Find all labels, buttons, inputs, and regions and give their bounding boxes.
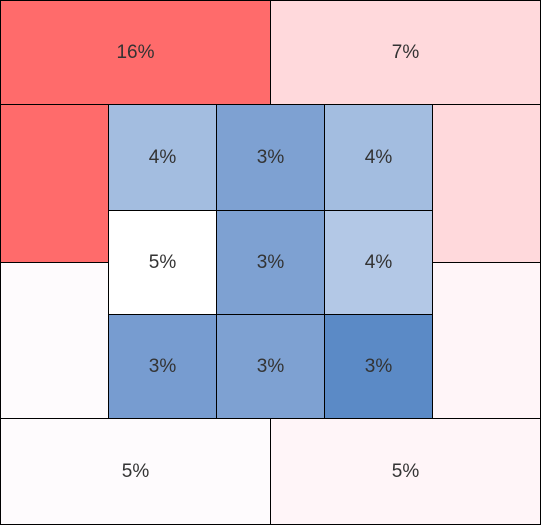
outer-zone-right-upper	[432, 104, 541, 263]
outer-zone-top-left-label: 16%	[116, 42, 154, 63]
outer-zone-bottom-right-rect	[270, 418, 541, 525]
outer-zone-right-lower-rect	[432, 262, 541, 419]
outer-zone-top-right: 7%	[270, 0, 541, 105]
outer-zone-bottom-left: 5%	[0, 418, 271, 525]
inner-cell-r2-c1-label: 5%	[149, 252, 177, 273]
inner-cell-r3-c3-rect	[324, 314, 433, 419]
outer-zone-left-lower-rect	[0, 262, 109, 419]
inner-cell-r3-c1: 3%	[108, 314, 217, 419]
inner-cell-r2-c2-label: 3%	[257, 252, 285, 273]
inner-cell-r1-c1: 4%	[108, 104, 217, 211]
inner-cell-r2-c3-rect	[324, 210, 433, 315]
inner-cell-r3-c1-label: 3%	[149, 356, 177, 377]
inner-cell-r2-c3-label: 4%	[365, 252, 393, 273]
inner-cell-r3-c2-label: 3%	[257, 356, 285, 377]
outer-zone-left-upper	[0, 104, 109, 263]
inner-cell-r1-c2: 3%	[216, 104, 325, 211]
inner-cell-r3-c3-label: 3%	[365, 356, 393, 377]
inner-cell-r3-c2: 3%	[216, 314, 325, 419]
outer-zone-top-right-rect	[270, 0, 541, 105]
inner-cell-r2-c3: 4%	[324, 210, 433, 315]
inner-cell-r2-c2: 3%	[216, 210, 325, 315]
outer-zone-top-left: 16%	[0, 0, 271, 105]
inner-cell-r2-c1-rect	[108, 210, 217, 315]
outer-zone-right-lower	[432, 262, 541, 419]
outer-zone-left-lower	[0, 262, 109, 419]
outer-zone-top-left-rect	[0, 0, 271, 105]
outer-zone-top-right-label: 7%	[392, 42, 420, 63]
inner-cell-r3-c2-rect	[216, 314, 325, 419]
outer-zone-bottom-left-label: 5%	[122, 461, 150, 482]
inner-cell-r1-c3-label: 4%	[365, 147, 393, 168]
inner-cell-r2-c1: 5%	[108, 210, 217, 315]
inner-cell-r1-c2-label: 3%	[257, 147, 285, 168]
inner-cell-r1-c1-label: 4%	[149, 147, 177, 168]
outer-zone-right-upper-rect	[432, 104, 541, 263]
inner-cell-r1-c3: 4%	[324, 104, 433, 211]
inner-cell-r1-c2-rect	[216, 104, 325, 211]
outer-zone-left-upper-rect	[0, 104, 109, 263]
outer-zone-bottom-right-label: 5%	[392, 461, 420, 482]
inner-cell-r3-c3: 3%	[324, 314, 433, 419]
outer-zone-bottom-right: 5%	[270, 418, 541, 525]
inner-cell-r1-c1-rect	[108, 104, 217, 211]
